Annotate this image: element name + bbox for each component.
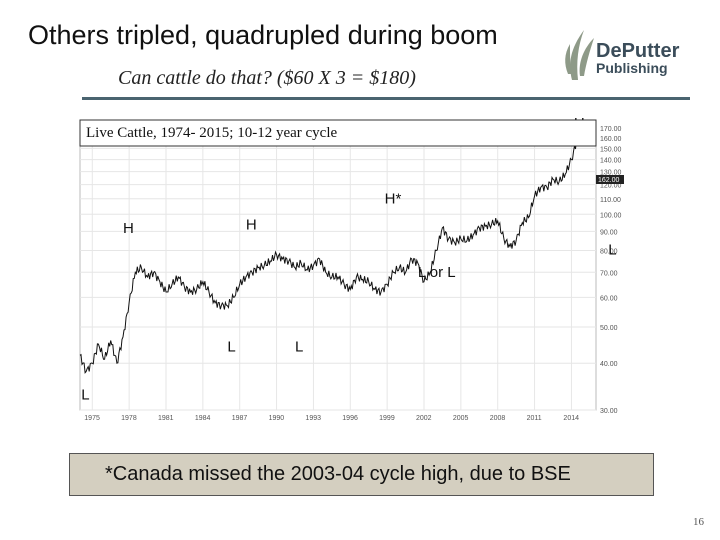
price-line [79,126,588,374]
wheat-leaf-icon [565,30,594,80]
logo-line2: Publishing [596,60,668,76]
annotation-label: L or L [418,264,456,281]
live-cattle-chart: 170.00 160.00 150.00 140.00 130.00 120.00 110.… [79,118,624,422]
footnote-box [69,453,654,496]
y-tick-label: 150.00 [600,146,622,153]
annotation-label: H* [385,190,402,207]
x-tick-label: 2011 [527,415,542,422]
y-tick-label: 120.00 [600,183,622,190]
x-tick-label: 2002 [416,415,432,422]
y-tick-label: 60.00 [600,295,618,302]
y-tick-label: 160.00 [600,136,622,143]
logo-line1: DePutter [596,40,680,62]
y-tick-label: 30.00 [600,408,618,415]
annotation-label: L [81,387,89,404]
annotation-label: L [227,338,235,355]
x-tick-label: 1999 [379,415,395,422]
footnote-text: *Canada missed the 2003-04 cycle high, d… [105,463,571,485]
x-tick-label: 2005 [453,415,469,422]
x-tick-label: 1975 [84,415,100,422]
annotation-label: L [608,242,616,259]
y-tick-label: 140.00 [600,158,622,165]
y-tick-label: 70.00 [600,270,618,277]
plot-area [79,125,597,411]
y-tick-label: 100.00 [600,212,622,219]
y-tick-label: 80.00 [600,249,618,256]
current-value-badge [596,175,624,184]
x-tick-label: 2014 [563,415,579,422]
x-tick-label: 1996 [342,415,358,422]
x-tick-label: 1993 [305,415,321,422]
x-tick-label: 1990 [269,415,285,422]
annotation-label: H [246,217,257,234]
x-tick-label: 1978 [121,415,137,422]
title-divider [82,97,690,100]
y-tick-label: 90.00 [600,229,618,236]
y-tick-label: 50.00 [600,325,618,332]
y-tick-label: 110.00 [600,197,621,204]
y-tick-label: 40.00 [600,361,618,368]
y-tick-label: 130.00 [600,170,622,177]
x-tick-label: 2008 [490,415,506,422]
chart-title-box [79,119,597,147]
annotation-label: H [123,220,134,237]
current-value-label: 162.00 [598,177,620,184]
y-tick-label: 170.00 [600,126,622,133]
x-tick-label: 1984 [195,415,211,422]
x-tick-label: 1987 [232,415,248,422]
x-tick-label: 1981 [158,415,174,422]
chart-title: Live Cattle, 1974- 2015; 10-12 year cycl… [86,125,338,141]
x-axis-ticks: 1975 1978 1981 1984 1987 1990 1993 1996 1999 2002… [84,415,579,422]
slide-title: Others tripled, quadrupled during boom [28,20,498,50]
slide-subtitle: Can cattle do that? ($60 X 3 = $180) [118,67,416,89]
annotation-label: L [295,338,303,355]
page-number: 16 [693,516,704,528]
y-axis-ticks: 170.00 160.00 150.00 140.00 130.00 120.00 110.… [600,126,622,415]
